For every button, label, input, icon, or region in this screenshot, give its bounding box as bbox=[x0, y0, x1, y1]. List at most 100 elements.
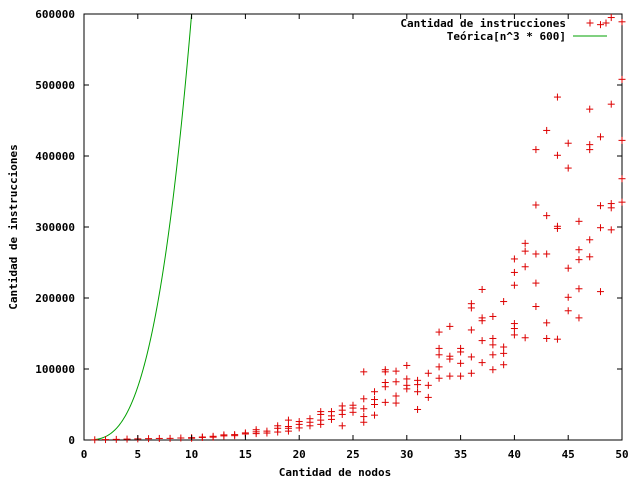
y-tick-label: 200000 bbox=[35, 292, 75, 305]
data-point-marker bbox=[424, 369, 432, 377]
data-point-marker bbox=[274, 422, 282, 430]
data-point-marker bbox=[532, 303, 540, 311]
data-point-marker bbox=[371, 388, 379, 396]
data-point-marker bbox=[575, 314, 583, 322]
data-point-marker bbox=[177, 434, 185, 442]
data-point-marker bbox=[295, 418, 303, 426]
y-tick-label: 500000 bbox=[35, 79, 75, 92]
data-point-marker bbox=[467, 326, 475, 334]
data-point-marker bbox=[435, 374, 443, 382]
data-point-marker bbox=[564, 293, 572, 301]
data-point-marker bbox=[575, 256, 583, 264]
data-point-marker bbox=[457, 372, 465, 380]
data-point-marker bbox=[510, 281, 518, 289]
data-point-marker bbox=[510, 331, 518, 339]
data-point-marker bbox=[403, 375, 411, 383]
x-tick-label: 5 bbox=[134, 448, 141, 461]
x-axis-label: Cantidad de nodos bbox=[279, 466, 392, 479]
x-tick-label: 10 bbox=[185, 448, 198, 461]
data-point-marker bbox=[586, 141, 594, 149]
data-point-marker bbox=[553, 93, 561, 101]
data-point-marker bbox=[381, 398, 389, 406]
data-point-marker bbox=[414, 405, 422, 413]
data-point-marker bbox=[381, 366, 389, 374]
x-tick-label: 45 bbox=[562, 448, 575, 461]
data-point-marker bbox=[575, 246, 583, 254]
data-point-marker bbox=[338, 402, 346, 410]
data-point-marker bbox=[446, 372, 454, 380]
data-point-marker bbox=[510, 255, 518, 263]
data-point-marker bbox=[155, 434, 163, 442]
data-point-marker bbox=[467, 369, 475, 377]
data-point-marker bbox=[392, 399, 400, 407]
data-point-marker bbox=[489, 341, 497, 349]
data-point-marker bbox=[231, 431, 239, 439]
data-point-marker bbox=[553, 335, 561, 343]
data-point-marker bbox=[510, 268, 518, 276]
data-point-marker bbox=[586, 236, 594, 244]
data-point-marker bbox=[596, 288, 604, 296]
data-point-marker bbox=[338, 422, 346, 430]
x-tick-label: 20 bbox=[293, 448, 306, 461]
x-tick-label: 50 bbox=[615, 448, 628, 461]
data-point-marker bbox=[478, 337, 486, 345]
data-point-marker bbox=[586, 105, 594, 113]
data-point-marker bbox=[392, 392, 400, 400]
data-point-marker bbox=[596, 202, 604, 210]
data-point-marker bbox=[360, 413, 368, 421]
data-point-marker bbox=[489, 366, 497, 374]
data-point-marker bbox=[198, 433, 206, 441]
data-point-marker bbox=[327, 408, 335, 416]
y-axis-label: Cantidad de instrucciones bbox=[7, 144, 20, 310]
data-point-marker bbox=[607, 100, 615, 108]
legend-label-series-2: Teórica[n^3 * 600] bbox=[447, 30, 566, 43]
x-tick-label: 35 bbox=[454, 448, 467, 461]
data-point-marker bbox=[252, 426, 260, 434]
data-point-marker bbox=[478, 359, 486, 367]
data-point-marker bbox=[543, 319, 551, 327]
data-point-marker bbox=[392, 367, 400, 375]
data-point-marker bbox=[102, 436, 110, 444]
data-point-marker bbox=[317, 408, 325, 416]
data-point-marker bbox=[543, 334, 551, 342]
data-point-marker bbox=[263, 427, 271, 435]
y-tick-label: 400000 bbox=[35, 150, 75, 163]
data-point-marker bbox=[112, 435, 120, 443]
data-point-marker bbox=[521, 263, 529, 271]
axes-layer: 0 5 10 15 20 25 30 35 40 45 50 0 100000 200000 300000 4… bbox=[35, 8, 628, 461]
data-point-marker bbox=[543, 126, 551, 134]
data-point-marker bbox=[532, 146, 540, 154]
data-point-marker bbox=[446, 322, 454, 330]
data-point-marker bbox=[618, 18, 626, 26]
data-point-marker bbox=[349, 401, 357, 409]
data-point-marker bbox=[553, 151, 561, 159]
data-point-marker bbox=[371, 411, 379, 419]
data-point-marker bbox=[403, 381, 411, 389]
data-point-marker bbox=[145, 435, 153, 443]
data-point-marker bbox=[360, 395, 368, 403]
y-tick-label: 0 bbox=[68, 434, 75, 447]
data-point-marker bbox=[435, 328, 443, 336]
data-point-marker bbox=[306, 415, 314, 423]
data-point-marker bbox=[553, 222, 561, 230]
data-point-marker bbox=[521, 239, 529, 247]
data-point-marker bbox=[457, 359, 465, 367]
x-tick-label: 0 bbox=[81, 448, 88, 461]
data-point-marker bbox=[586, 253, 594, 261]
data-point-marker bbox=[424, 381, 432, 389]
legend: Cantidad de instrucciones Teórica[n^3 * … bbox=[400, 17, 610, 43]
data-point-marker bbox=[467, 300, 475, 308]
data-point-marker bbox=[500, 361, 508, 369]
data-point-marker bbox=[489, 351, 497, 359]
data-point-marker bbox=[500, 298, 508, 306]
y-tick-label: 100000 bbox=[35, 363, 75, 376]
data-point-marker bbox=[510, 320, 518, 328]
data-point-marker bbox=[435, 344, 443, 352]
data-point-marker bbox=[575, 217, 583, 225]
data-point-marker bbox=[521, 334, 529, 342]
theory-curve-line bbox=[94, 14, 193, 440]
data-point-marker bbox=[500, 343, 508, 351]
data-point-marker bbox=[564, 307, 572, 315]
